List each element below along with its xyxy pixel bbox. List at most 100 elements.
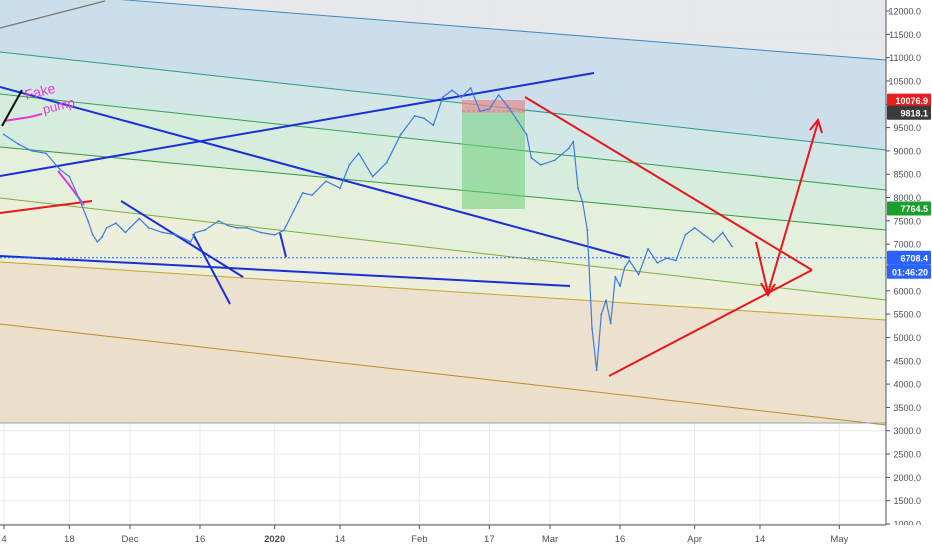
- price-point-26: [259, 231, 262, 234]
- y-tick-label-20: 11000.0: [889, 53, 921, 63]
- price-point-54: [539, 163, 542, 166]
- channel-line-4: [0, 146, 886, 231]
- blue-trendline-4: [192, 233, 231, 305]
- price-point-44: [451, 89, 453, 92]
- price-point-80: [731, 245, 733, 248]
- price-point-59: [581, 201, 584, 204]
- red-triangle-line-1: [524, 96, 813, 271]
- channel-band-5: [0, 197, 886, 320]
- price-point-74: [675, 259, 677, 262]
- price-label-box-4: [887, 264, 931, 279]
- price-point-47: [479, 110, 481, 113]
- channel-band-1: [0, 0, 886, 151]
- price-point-35: [348, 163, 351, 166]
- blue-trendline-3: [120, 200, 244, 278]
- price-point-39: [399, 133, 402, 136]
- price-point-65: [609, 322, 612, 325]
- price-point-23: [227, 224, 229, 227]
- stop-zone-box: [462, 100, 525, 113]
- price-point-8: [91, 233, 94, 236]
- channel-line-1: [120, 0, 886, 61]
- x-tick-label-8: Mar: [542, 534, 558, 545]
- grey-top-line: [0, 0, 106, 29]
- price-point-11: [105, 226, 108, 229]
- price-point-52: [525, 133, 528, 136]
- price-label-box-2: [887, 201, 931, 216]
- channel-band-bottom: [0, 324, 886, 426]
- price-label-1: 9818.1: [900, 108, 928, 118]
- price-point-28: [283, 229, 285, 232]
- y-tick-label-0: 1000.0: [893, 519, 921, 529]
- x-tick-label-6: Feb: [411, 534, 427, 545]
- price-point-55: [553, 159, 556, 162]
- price-label-2: 7764.5: [900, 204, 928, 214]
- x-tick-label-5: 14: [335, 534, 346, 545]
- y-tick-label-14: 8000.0: [893, 193, 921, 203]
- price-point-62: [595, 369, 598, 371]
- price-point-3: [45, 152, 47, 155]
- price-point-21: [203, 229, 206, 232]
- price-point-72: [656, 261, 659, 264]
- price-point-37: [371, 175, 374, 178]
- blue-trendline-2: [0, 255, 571, 287]
- price-point-71: [647, 247, 649, 250]
- price-label-box-3: [887, 250, 931, 265]
- y-tick-label-13: 7500.0: [893, 216, 921, 226]
- price-point-61: [591, 327, 593, 330]
- price-point-5: [68, 175, 71, 178]
- price-point-27: [273, 233, 276, 236]
- price-point-75: [684, 233, 687, 236]
- price-point-69: [628, 259, 631, 262]
- channel-line-2: [0, 51, 886, 151]
- price-point-22: [217, 219, 220, 222]
- price-point-78: [712, 240, 715, 243]
- price-point-53: [530, 157, 533, 159]
- channel-line-7: [0, 323, 886, 426]
- price-point-13: [124, 231, 127, 234]
- blue-trendline-5: [279, 232, 287, 258]
- price-point-29: [292, 210, 295, 213]
- price-label-box-0: [887, 93, 931, 108]
- price-point-46: [469, 87, 472, 89]
- price-point-12: [115, 222, 117, 225]
- x-tick-label-4: 2020: [264, 534, 285, 545]
- red-triangle-line-0: [0, 200, 93, 214]
- price-point-10: [101, 236, 103, 239]
- price-point-68: [623, 266, 626, 269]
- price-point-4: [59, 168, 61, 171]
- price-point-16: [147, 226, 150, 229]
- y-tick-label-21: 11500.0: [889, 30, 921, 40]
- channel-band-2: [0, 52, 886, 191]
- x-tick-label-10: Apr: [687, 534, 702, 545]
- price-point-0: [3, 133, 5, 136]
- price-point-19: [189, 240, 192, 243]
- price-point-20: [194, 231, 197, 234]
- price-point-33: [325, 180, 327, 183]
- price-point-36: [357, 152, 360, 155]
- price-point-45: [460, 96, 463, 99]
- y-tick-label-22: 12000.0: [888, 7, 921, 17]
- price-point-49: [497, 94, 500, 96]
- y-tick-label-9: 5500.0: [893, 310, 921, 320]
- price-point-76: [693, 226, 696, 229]
- annotation-fake: Fake: [23, 80, 57, 103]
- price-point-40: [413, 115, 416, 117]
- y-tick-label-1: 1500.0: [893, 496, 921, 506]
- magenta-underline: [3, 113, 43, 122]
- x-tick-label-7: 17: [484, 534, 495, 545]
- channel-band-3: [0, 94, 886, 230]
- y-tick-label-15: 8500.0: [893, 170, 921, 180]
- price-point-64: [605, 299, 607, 302]
- y-tick-label-6: 4000.0: [893, 380, 921, 390]
- price-point-73: [665, 257, 668, 260]
- x-tick-label-0: 4: [1, 534, 6, 545]
- price-point-34: [339, 187, 341, 190]
- price-point-31: [301, 191, 304, 194]
- price-point-7: [87, 219, 89, 222]
- y-tick-label-3: 2500.0: [893, 450, 921, 460]
- price-point-30: [297, 201, 299, 204]
- x-tick-label-1: 18: [64, 534, 75, 545]
- price-label-box-1: [887, 105, 931, 120]
